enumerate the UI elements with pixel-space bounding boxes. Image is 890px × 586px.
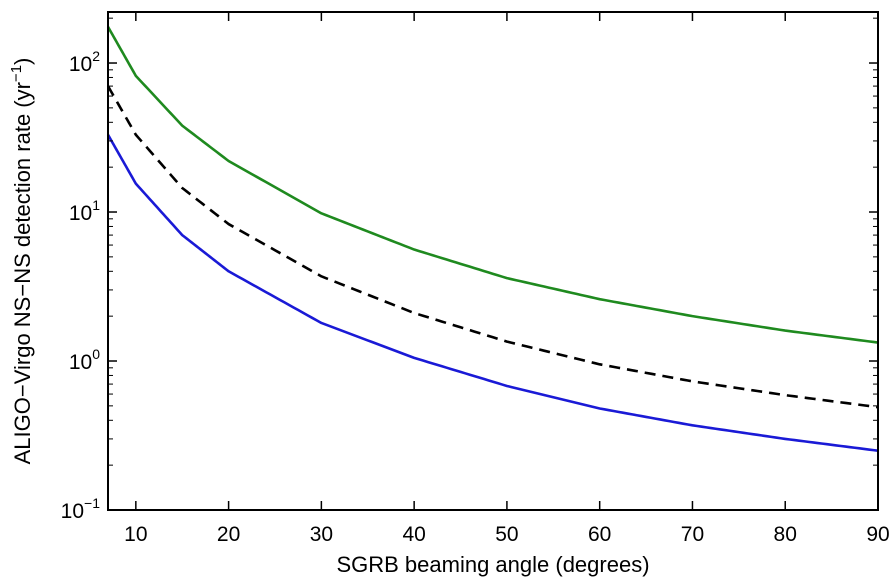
y-tick-label-exponent: 0 bbox=[92, 346, 100, 362]
y-axis-label-superscript: −1 bbox=[8, 65, 25, 82]
plot-lines bbox=[106, 26, 879, 452]
x-tick-label: 40 bbox=[402, 523, 425, 546]
y-tick-label-exponent: 2 bbox=[92, 48, 100, 64]
x-tick-label: 70 bbox=[681, 523, 704, 546]
y-axis-label-main: ALIGO−Virgo NS−NS detection rate (yr bbox=[10, 82, 35, 464]
x-tick-label: 20 bbox=[217, 523, 240, 546]
x-tick-label: 50 bbox=[495, 523, 518, 546]
y-tick-label: 102 bbox=[69, 48, 100, 76]
y-tick-label-base: 10 bbox=[69, 202, 92, 225]
y-tick-label-exponent: −1 bbox=[84, 495, 100, 511]
y-tick-label-exponent: 1 bbox=[92, 197, 100, 213]
series-line-0 bbox=[106, 26, 879, 344]
series-line-2 bbox=[106, 134, 879, 452]
x-tick-label: 80 bbox=[774, 523, 797, 546]
y-tick-label: 100 bbox=[69, 346, 100, 374]
y-axis-label: ALIGO−Virgo NS−NS detection rate (yr−1) bbox=[8, 58, 35, 465]
x-tick-label: 90 bbox=[866, 523, 889, 546]
plot-frame bbox=[107, 11, 879, 511]
y-tick-label: 101 bbox=[69, 197, 100, 225]
x-tick-label: 30 bbox=[310, 523, 333, 546]
y-tick-label-base: 10 bbox=[69, 351, 92, 374]
y-tick-label: 10−1 bbox=[61, 495, 101, 523]
series-line-1 bbox=[106, 85, 879, 409]
x-axis-label: SGRB beaming angle (degrees) bbox=[336, 552, 649, 577]
x-tick-label: 60 bbox=[588, 523, 611, 546]
y-tick-label-base: 10 bbox=[61, 500, 84, 523]
y-axis-label-close: ) bbox=[10, 58, 35, 65]
y-tick-label-base: 10 bbox=[69, 53, 92, 76]
x-tick-label: 10 bbox=[124, 523, 147, 546]
